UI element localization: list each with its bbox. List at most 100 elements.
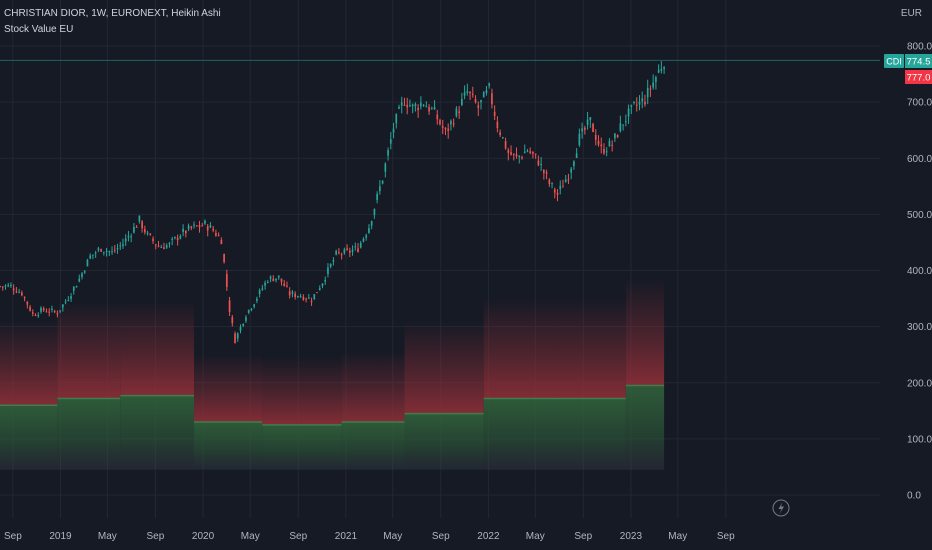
candle-body	[605, 151, 608, 153]
candle-body	[56, 313, 59, 315]
candle-body	[103, 251, 105, 253]
candle-body	[92, 254, 94, 256]
candle-body	[297, 295, 299, 297]
candle-body	[53, 311, 56, 313]
candle-body	[616, 135, 619, 138]
candle-body	[239, 326, 242, 331]
y-tick-label: 700.0	[907, 98, 932, 109]
candle-body	[439, 120, 441, 125]
candle-body	[212, 228, 215, 231]
candle-body	[515, 154, 518, 157]
price-range-band	[483, 298, 558, 399]
y-tick-label: 300.0	[907, 322, 932, 333]
candle-body	[510, 152, 512, 155]
candle-body	[31, 312, 34, 314]
x-tick-label: Sep	[432, 531, 450, 542]
candle-body	[318, 288, 321, 291]
last-price-value: 774.5	[907, 57, 931, 68]
candle-body	[603, 148, 605, 154]
candle-body	[256, 298, 258, 301]
candle-body	[425, 106, 428, 108]
candle-body	[499, 132, 501, 135]
symbol-tag	[884, 54, 904, 68]
candle-body	[348, 250, 351, 253]
candle-body	[504, 141, 507, 149]
candle-body	[176, 237, 179, 241]
y-tick-label: 400.0	[907, 266, 932, 277]
stock-value-band	[0, 405, 58, 470]
candle-body	[146, 232, 149, 234]
candle-body	[581, 128, 583, 132]
candle-body	[245, 317, 247, 321]
candle-body	[250, 308, 253, 310]
candle-body	[135, 226, 138, 228]
candle-body	[302, 296, 305, 300]
candle-body	[627, 108, 630, 117]
candle-body	[83, 271, 86, 273]
x-tick-label: 2021	[335, 531, 358, 542]
candle-body	[567, 179, 570, 181]
candle-body	[343, 249, 346, 254]
candle-body	[644, 101, 646, 105]
candle-body	[600, 144, 603, 147]
candle-body	[436, 114, 439, 120]
candle-body	[452, 123, 455, 125]
candle-body	[646, 87, 649, 98]
candle-body	[351, 249, 354, 252]
candle-body	[264, 282, 266, 286]
stock-value-band	[625, 385, 665, 470]
candle-body	[597, 140, 600, 145]
candle-body	[242, 323, 245, 326]
candle-body	[340, 254, 343, 256]
candle-body	[316, 292, 318, 294]
candle-body	[461, 98, 463, 105]
candle-body	[133, 226, 135, 233]
candle-body	[641, 98, 644, 102]
candle-body	[529, 151, 532, 153]
candle-body	[272, 278, 275, 282]
candle-body	[116, 248, 119, 250]
candle-body	[433, 107, 436, 110]
candle-body	[26, 301, 29, 305]
candle-body	[562, 186, 564, 188]
candle-body	[493, 111, 496, 116]
candle-body	[507, 149, 510, 153]
candle-body	[94, 252, 97, 254]
candle-body	[231, 317, 234, 324]
price-range-band	[0, 321, 58, 406]
candle-body	[403, 104, 406, 106]
candle-body	[228, 300, 231, 312]
candle-body	[471, 93, 474, 95]
candle-body	[518, 155, 521, 157]
candle-body	[86, 259, 89, 267]
candle-body	[381, 180, 384, 184]
candle-body	[206, 226, 209, 231]
candle-body	[564, 179, 567, 183]
y-tick-label: 200.0	[907, 378, 932, 389]
candle-body	[548, 179, 551, 184]
candle-body	[138, 215, 141, 222]
candle-body	[34, 315, 37, 317]
candle-body	[111, 251, 113, 253]
candle-body	[327, 267, 329, 275]
high-price-value: 777.0	[907, 73, 931, 84]
candle-body	[113, 249, 116, 251]
candle-body	[21, 292, 23, 296]
candle-body	[491, 93, 493, 105]
x-tick-label: 2020	[192, 531, 215, 542]
candle-body	[157, 245, 160, 247]
candle-body	[7, 285, 10, 287]
x-tick-label: May	[668, 531, 687, 542]
candle-body	[37, 314, 40, 316]
candle-body	[141, 221, 143, 229]
x-tick-label: Sep	[146, 531, 164, 542]
candle-body	[400, 102, 403, 106]
candle-body	[165, 245, 168, 248]
candle-body	[225, 274, 228, 287]
candle-body	[182, 228, 184, 233]
y-tick-label: 100.0	[907, 434, 932, 445]
x-tick-label: May	[241, 531, 260, 542]
candle-body	[258, 290, 261, 295]
candle-body	[455, 108, 458, 117]
